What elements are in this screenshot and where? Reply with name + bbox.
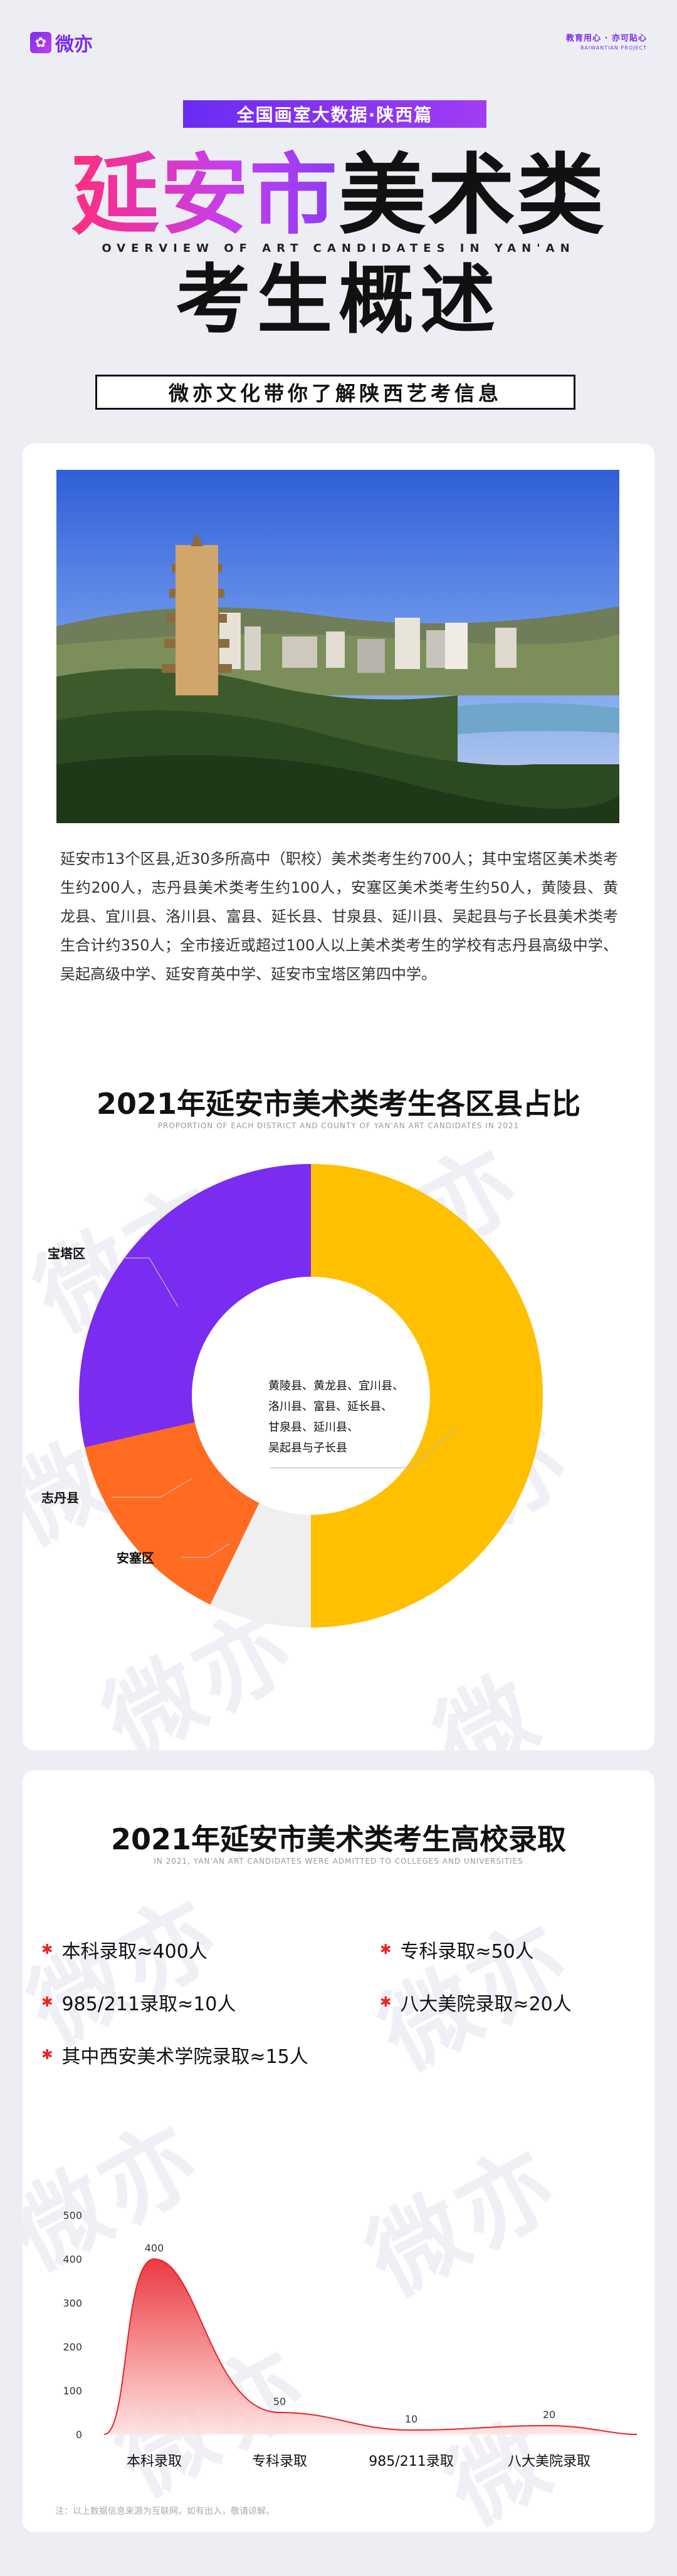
y-tick-label: 100 — [63, 2385, 82, 2397]
english-title: OVERVIEW OF ART CANDIDATES IN YAN'AN — [102, 242, 575, 255]
red-star-icon: ✱ — [41, 2047, 53, 2063]
data-value-label: 10 — [405, 2413, 417, 2425]
stat-xian-academy: ✱ 其中西安美术学院录取≈15人 — [41, 2041, 308, 2069]
label-other-counties-line: 洛川县、富县、延长县、 — [268, 1400, 392, 1413]
subtitle-box: 微亦文化带你了解陕西艺考信息 — [95, 375, 575, 410]
stat-junior-college: ✱ 专科录取≈50人 — [380, 1936, 534, 1963]
x-tick-label: 专科录取 — [252, 2454, 307, 2470]
stat-text: 八大美院录取≈20人 — [400, 1993, 572, 2015]
y-tick-label: 500 — [63, 2210, 82, 2221]
district-chart-title: 2021年延安市美术类考生各区县占比 — [96, 1087, 581, 1121]
watermark: 微亦 — [23, 1876, 239, 2066]
data-source-note: 注：以上数据信息来源为互联网，如有出入，敬请谅解。 — [55, 2506, 275, 2516]
admission-area-chart: 0 100 200 300 400 500 本科录取 专科录取 985/211录取 八大美院录取… — [63, 2210, 638, 2470]
brand-logo: ✿ 微亦 — [30, 29, 93, 56]
brand-slogan: 教育用心 · 亦可貼心 BAIWANTIAN PROJECT — [566, 31, 647, 51]
main-title-category: 美术类 — [338, 145, 606, 247]
y-tick-label: 0 — [76, 2429, 82, 2441]
series-tag: 全国画室大数据·陕西篇 — [183, 100, 486, 128]
red-star-icon: ✱ — [380, 1994, 392, 2010]
x-axis: 本科录取 专科录取 985/211录取 八大美院录取 — [127, 2454, 590, 2470]
y-tick-label: 300 — [63, 2297, 82, 2309]
label-other-counties-line: 吴起县与子长县 — [268, 1441, 347, 1455]
label-baota: 宝塔区 — [48, 1246, 85, 1261]
label-zhidan: 志丹县 — [41, 1490, 79, 1505]
red-star-icon: ✱ — [380, 1941, 392, 1958]
ansai-leader-line — [182, 1543, 230, 1558]
stat-eight-academies: ✱ 八大美院录取≈20人 — [380, 1988, 572, 2016]
main-title-line-2: 考生概述 — [176, 257, 501, 344]
admission-chart-subtitle: IN 2021, YAN'AN ART CANDIDATES WERE ADMI… — [154, 1857, 523, 1866]
slogan-line-2: BAIWANTIAN PROJECT — [580, 45, 647, 51]
stat-undergrad: ✱ 本科录取≈400人 — [41, 1936, 207, 1963]
intro-paragraph: 延安市13个区县,近30多所高中（职校）美术类考生约700人；其中宝塔区美术类考… — [60, 850, 618, 983]
x-tick-label: 本科录取 — [127, 2454, 182, 2470]
admission-area-outline — [103, 2258, 638, 2435]
red-star-icon: ✱ — [41, 1994, 53, 2010]
stat-text: 其中西安美术学院录取≈15人 — [61, 2046, 308, 2068]
yanan-city-photo — [56, 470, 619, 823]
baota-leader-line — [123, 1257, 179, 1307]
red-star-icon: ✱ — [41, 1941, 53, 1958]
district-donut-chart: 宝塔区 志丹县 安塞区 黄陵县、黄龙县、宜川县、 洛川县、富县、延长县、 甘泉县… — [41, 1164, 543, 1628]
donut-slices — [78, 1164, 543, 1628]
donut-slice — [210, 1503, 311, 1628]
y-axis: 0 100 200 300 400 500 — [63, 2210, 82, 2441]
data-value-label: 50 — [273, 2396, 286, 2407]
logo-text: 微亦 — [55, 34, 93, 56]
data-value-label: 20 — [543, 2409, 555, 2421]
slogan-line-1: 教育用心 · 亦可貼心 — [566, 34, 647, 43]
x-tick-label: 八大美院录取 — [508, 2454, 590, 2470]
stat-text: 985/211录取≈10人 — [61, 1993, 236, 2015]
value-labels: 400 50 10 20 — [145, 2242, 555, 2425]
others-leader-line — [270, 1426, 458, 1468]
zhidan-leader-line — [112, 1478, 192, 1498]
stat-text: 专科录取≈50人 — [400, 1941, 534, 1963]
stat-text: 本科录取≈400人 — [61, 1941, 207, 1963]
data-value-label: 400 — [145, 2242, 164, 2254]
label-other-counties-line: 甘泉县、延川县、 — [268, 1421, 359, 1434]
district-chart-subtitle: PROPORTION OF EACH DISTRICT AND COUNTY O… — [157, 1121, 520, 1130]
admission-card: 微亦 微亦 微亦 微亦 微亦 微亦 2021年延安市美术类考生高校录取 IN 2… — [23, 1770, 654, 2532]
donut-slice — [78, 1164, 312, 1448]
logo-mark-icon: ✿ — [30, 32, 51, 53]
donut-slice — [85, 1422, 260, 1605]
x-tick-label: 985/211录取 — [369, 2454, 453, 2470]
district-card: 微亦 微亦 微亦 微亦 微亦 微亦 — [23, 444, 654, 1750]
main-title: 延安市美术类 — [0, 149, 677, 243]
city-photo-illustration — [56, 470, 619, 823]
y-tick-label: 400 — [63, 2253, 82, 2265]
label-other-counties-line: 黄陵县、黄龙县、宜川县、 — [268, 1379, 404, 1393]
donut-slice — [311, 1164, 543, 1628]
main-title-city: 延安市 — [71, 145, 338, 247]
label-other-counties: 黄陵县、黄龙县、宜川县、 洛川县、富县、延长县、 甘泉县、延川县、 吴起县与子长… — [268, 1379, 404, 1455]
stat-985-211: ✱ 985/211录取≈10人 — [41, 1988, 236, 2016]
y-tick-label: 200 — [63, 2341, 82, 2353]
admission-chart-title: 2021年延安市美术类考生高校录取 — [110, 1822, 567, 1856]
label-ansai: 安塞区 — [117, 1550, 154, 1566]
admission-area — [104, 2259, 637, 2434]
